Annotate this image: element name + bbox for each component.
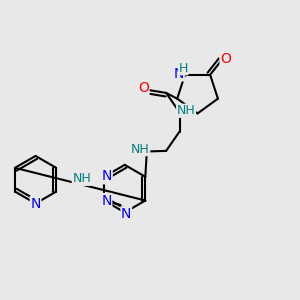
Text: N: N (101, 194, 112, 208)
Text: N: N (174, 67, 184, 81)
Text: H: H (178, 62, 188, 75)
Text: N: N (121, 207, 131, 221)
Text: NH: NH (72, 172, 91, 185)
Text: N: N (30, 196, 41, 211)
Text: O: O (138, 82, 149, 95)
Text: NH: NH (131, 142, 150, 156)
Text: N: N (101, 170, 112, 184)
Text: N: N (102, 169, 112, 183)
Text: O: O (220, 52, 231, 66)
Text: NH: NH (177, 104, 195, 117)
